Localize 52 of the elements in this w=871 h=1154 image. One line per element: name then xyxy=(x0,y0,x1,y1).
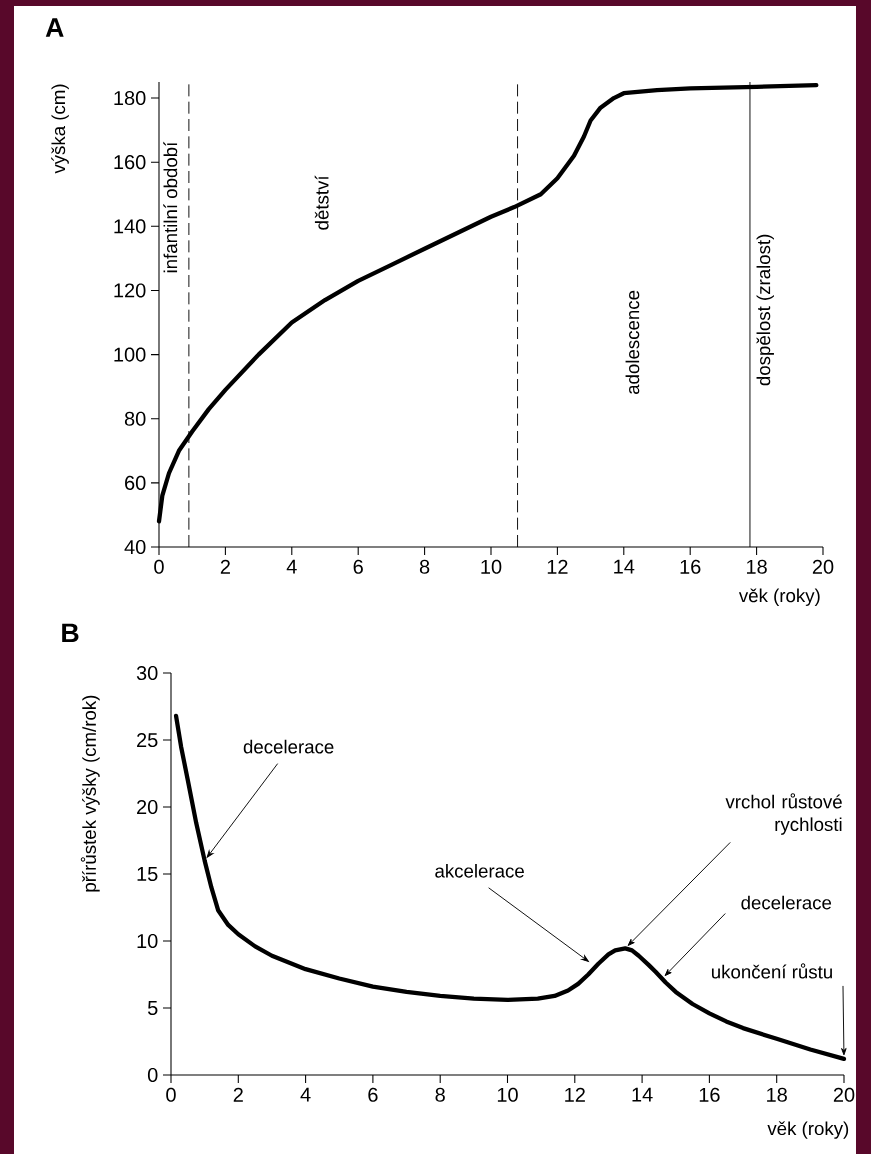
line-series xyxy=(173,713,847,1062)
x-axis-title: věk (roky) xyxy=(767,1121,849,1139)
x-tick-label: 8 xyxy=(419,559,430,574)
x-tick-label: 16 xyxy=(699,1087,720,1102)
chart-title: B xyxy=(62,623,79,643)
x-tick-label: 18 xyxy=(746,559,767,574)
y-tick-label: 25 xyxy=(137,732,158,748)
x-tick-label: 4 xyxy=(286,559,297,574)
annotation: infantilní období xyxy=(163,141,178,273)
x-axis-title: věk (roky) xyxy=(738,588,820,606)
annotation: dospělost (zralost) xyxy=(756,234,774,386)
x-tick-label: 16 xyxy=(680,559,701,574)
y-tick-label: 20 xyxy=(137,799,158,815)
y-tick-label: 160 xyxy=(114,155,146,170)
y-tick-label: 180 xyxy=(114,90,146,106)
x-tick-label: 8 xyxy=(435,1087,445,1102)
x-tick-label: 2 xyxy=(220,559,230,574)
x-tick-label: 20 xyxy=(833,1087,855,1102)
y-axis-title: výška (cm) xyxy=(51,84,69,174)
annotation: adolescence xyxy=(625,290,640,395)
x-tick-label: 4 xyxy=(300,1087,311,1102)
y-tick-label: 10 xyxy=(137,933,158,949)
annotation: ukončení růstu xyxy=(711,963,832,979)
annotation: decelerace xyxy=(243,739,334,754)
x-tick-label: 20 xyxy=(812,559,834,574)
y-tick-label: 60 xyxy=(125,475,146,490)
y-tick-label: 140 xyxy=(114,219,146,234)
y-tick-label: 80 xyxy=(124,411,146,426)
y-tick-label: 40 xyxy=(124,539,146,555)
x-tick-label: 14 xyxy=(614,559,635,574)
annotation: decelerace xyxy=(741,895,832,910)
x-tick-label: 12 xyxy=(565,1087,585,1102)
x-tick-label: 12 xyxy=(547,559,568,574)
x-tick-label: 18 xyxy=(767,1087,787,1102)
x-tick-label: 14 xyxy=(632,1087,653,1102)
x-tick-label: 2 xyxy=(233,1087,243,1102)
chart-title: A xyxy=(45,18,64,37)
y-tick-label: 120 xyxy=(114,283,146,298)
x-tick-label: 6 xyxy=(368,1087,378,1102)
y-tick-label: 30 xyxy=(136,665,158,681)
x-tick-label: 10 xyxy=(497,1087,518,1102)
annotation: akcelerace xyxy=(435,863,524,878)
y-tick-label: 15 xyxy=(137,867,158,881)
x-tick-label: 10 xyxy=(481,559,502,574)
y-tick-label: 100 xyxy=(114,347,146,362)
x-tick-label: 0 xyxy=(166,1087,176,1102)
y-tick-label: 0 xyxy=(147,1067,158,1083)
annotation: dětství xyxy=(314,175,329,230)
y-axis-title: přírůstek výšky (cm/rok) xyxy=(80,695,100,892)
annotation: vrchol růstové rychlosti xyxy=(725,793,842,835)
y-tick-label: 5 xyxy=(147,1001,158,1015)
x-tick-label: 6 xyxy=(353,559,363,574)
